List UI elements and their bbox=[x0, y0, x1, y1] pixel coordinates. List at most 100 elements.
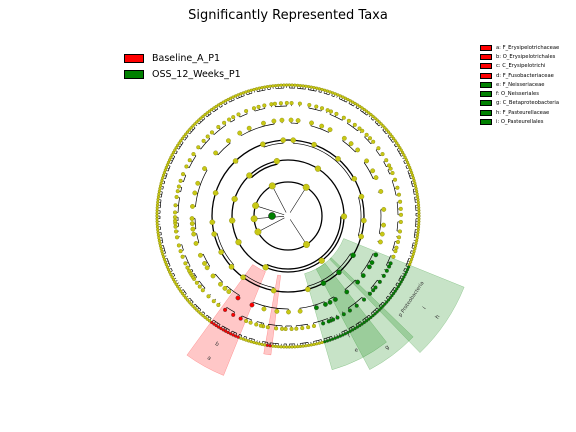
tree-node bbox=[216, 124, 221, 130]
tree-node bbox=[260, 86, 264, 90]
tree-node bbox=[284, 100, 289, 106]
tree-node bbox=[370, 168, 376, 174]
tree-node bbox=[401, 150, 405, 155]
tree-node bbox=[307, 85, 311, 89]
branch-arc bbox=[226, 285, 240, 296]
tree-node bbox=[364, 109, 369, 113]
branch-arc bbox=[364, 136, 372, 144]
tree-node bbox=[271, 84, 275, 88]
tree-node bbox=[395, 239, 400, 244]
tree-node bbox=[396, 285, 400, 289]
tree-node bbox=[417, 219, 421, 224]
tree-node bbox=[226, 138, 231, 144]
tree-node bbox=[377, 120, 381, 124]
tree-node bbox=[163, 260, 167, 264]
tree-node bbox=[161, 255, 166, 259]
tree-node bbox=[417, 208, 421, 213]
tree-node bbox=[249, 302, 255, 308]
tree-node bbox=[260, 342, 264, 346]
tree-node bbox=[262, 103, 267, 108]
tree-node bbox=[327, 127, 333, 133]
branch-arc bbox=[329, 113, 343, 121]
tree-node bbox=[371, 114, 375, 118]
tree-node bbox=[158, 244, 163, 248]
tree-node bbox=[268, 84, 272, 88]
tree-node bbox=[346, 118, 351, 123]
tree-node bbox=[409, 168, 413, 172]
tree-node bbox=[177, 287, 181, 291]
tree-node bbox=[231, 115, 236, 120]
tree-node bbox=[202, 166, 207, 171]
tree-node bbox=[375, 310, 379, 314]
tree-node bbox=[271, 118, 277, 124]
tree-node bbox=[158, 241, 162, 245]
tree-node bbox=[317, 341, 322, 345]
tree-node bbox=[314, 165, 322, 172]
tree-node bbox=[396, 235, 401, 240]
tree-node bbox=[325, 108, 330, 113]
branch-arc bbox=[226, 307, 235, 313]
tree-node bbox=[185, 130, 190, 134]
branch-arc bbox=[275, 87, 284, 89]
chart-title: Significantly Represented Taxa bbox=[188, 8, 388, 23]
tree-node bbox=[193, 122, 197, 126]
tree-node bbox=[417, 211, 421, 215]
tree-node bbox=[189, 221, 195, 226]
tree-node bbox=[371, 288, 376, 293]
tree-node bbox=[197, 118, 201, 122]
tree-node bbox=[351, 176, 358, 182]
clade-swatch bbox=[480, 63, 492, 70]
tree-node bbox=[290, 83, 294, 87]
branch-arc bbox=[254, 108, 266, 112]
tree-node bbox=[319, 123, 325, 129]
tree-node bbox=[388, 296, 392, 300]
tree-node bbox=[202, 261, 207, 266]
tree-node bbox=[398, 282, 402, 286]
tree-node bbox=[216, 302, 221, 308]
tree-node bbox=[381, 207, 387, 212]
tree-node bbox=[157, 239, 161, 243]
legend-label-baseline: Baseline_A_P1 bbox=[152, 52, 221, 64]
tree-node bbox=[195, 308, 199, 312]
tree-node bbox=[398, 219, 403, 224]
tree-node bbox=[375, 118, 379, 122]
tree-node bbox=[298, 344, 302, 348]
tree-node bbox=[355, 103, 360, 107]
tree-node bbox=[274, 326, 279, 331]
tree-node bbox=[169, 273, 173, 277]
level-ring bbox=[211, 139, 365, 293]
tree-node bbox=[250, 215, 258, 223]
tree-node bbox=[410, 255, 415, 259]
tree-node bbox=[172, 215, 178, 220]
tree-node bbox=[201, 314, 205, 318]
branch-arc bbox=[175, 151, 178, 155]
tree-node bbox=[390, 294, 394, 298]
tree-node bbox=[191, 124, 195, 128]
branch-arc bbox=[403, 161, 406, 164]
tree-node bbox=[274, 344, 278, 348]
tree-node bbox=[246, 172, 253, 179]
branch-arc bbox=[170, 268, 173, 271]
tree-node bbox=[170, 153, 174, 157]
highlight-sector bbox=[329, 238, 465, 354]
tree-node bbox=[353, 326, 357, 331]
tree-node bbox=[224, 329, 228, 333]
tree-node bbox=[373, 116, 377, 120]
clade-swatch bbox=[480, 109, 492, 116]
tree-node bbox=[212, 106, 216, 110]
clade-label: h: F_Pasteurellaceae bbox=[496, 109, 550, 116]
branch-line bbox=[289, 219, 307, 245]
tree-node bbox=[155, 208, 159, 213]
tree-node bbox=[155, 214, 159, 218]
tree-node bbox=[348, 141, 354, 147]
branch-arc bbox=[387, 169, 391, 175]
tree-node bbox=[296, 345, 300, 349]
tree-node bbox=[191, 152, 196, 157]
tree-node bbox=[393, 249, 398, 254]
tree-node bbox=[398, 199, 403, 204]
tree-node bbox=[415, 189, 419, 193]
clade-legend-item: e: F_Neisseriaceae bbox=[480, 80, 559, 89]
tree-node bbox=[399, 280, 403, 284]
tree-node bbox=[300, 326, 305, 331]
